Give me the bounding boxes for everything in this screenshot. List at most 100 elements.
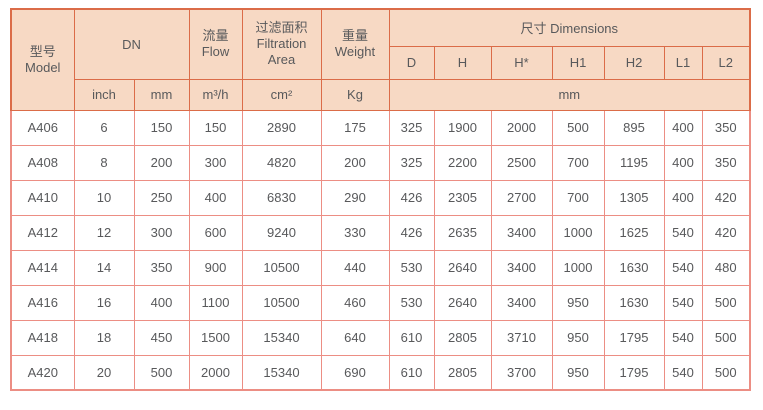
cell-l1: 540 — [663, 319, 703, 356]
cell-model: A420 — [10, 354, 75, 391]
header-dim-h1: H1 — [551, 45, 605, 80]
cell-model: A406 — [10, 109, 75, 146]
cell-flow: 1100 — [188, 284, 243, 321]
cell-filtration-area: 9240 — [241, 214, 322, 251]
unit-inch: inch — [73, 78, 135, 111]
cell-l2: 500 — [701, 319, 752, 356]
header-dn: DN — [73, 8, 190, 80]
cell-d: 325 — [388, 144, 435, 181]
cell-l1: 540 — [663, 214, 703, 251]
cell-h2: 1625 — [603, 214, 665, 251]
cell-l2: 350 — [701, 109, 752, 146]
cell-h: 2640 — [433, 284, 492, 321]
unit-area: cm² — [241, 78, 322, 111]
cell-l2: 350 — [701, 144, 752, 181]
header-row-1: 型号 Model DN 流量 Flow 过滤面积 Filtration Area… — [10, 8, 752, 111]
cell-h: 2805 — [433, 319, 492, 356]
cell-h1: 950 — [551, 354, 605, 391]
cell-dn-inch: 20 — [73, 354, 135, 391]
cell-h2: 1195 — [603, 144, 665, 181]
cell-weight: 460 — [320, 284, 390, 321]
header-dim-l2: L2 — [701, 45, 752, 80]
cell-filtration-area: 2890 — [241, 109, 322, 146]
table-row: A412 12 300 600 9240 330 426 2635 3400 1000 1625 54… — [10, 214, 752, 251]
header-weight-zh: 重量 — [341, 28, 368, 44]
cell-dn-inch: 8 — [73, 144, 135, 181]
spec-sheet-page: 型号 Model DN 流量 Flow 过滤面积 Filtration Area… — [10, 8, 752, 391]
cell-h1: 500 — [551, 109, 605, 146]
unit-flow: m³/h — [188, 78, 243, 111]
unit-mm: mm — [133, 78, 190, 111]
cell-h1: 700 — [551, 179, 605, 216]
header-row-2: D H H* H1 H2 L1 L2 — [11, 45, 752, 80]
cell-weight: 175 — [320, 109, 390, 146]
cell-h2: 1795 — [603, 319, 665, 356]
filter-spec-table: 型号 Model DN 流量 Flow 过滤面积 Filtration Area… — [10, 8, 752, 391]
cell-h2: 1305 — [603, 179, 665, 216]
cell-h-star: 2700 — [490, 179, 553, 216]
header-filtration-area: 过滤面积 Filtration Area — [241, 8, 322, 80]
header-flow-en: Flow — [201, 44, 230, 60]
cell-l2: 420 — [701, 179, 752, 216]
cell-l1: 400 — [663, 144, 703, 181]
cell-h-star: 2500 — [490, 144, 553, 181]
header-model-en: Model — [25, 59, 61, 75]
header-dim-l1: L1 — [663, 45, 703, 80]
cell-h: 2635 — [433, 214, 492, 251]
cell-dn-mm: 500 — [133, 354, 190, 391]
cell-d: 426 — [388, 214, 435, 251]
cell-h-star: 3400 — [490, 214, 553, 251]
cell-l1: 400 — [663, 109, 703, 146]
cell-flow: 2000 — [188, 354, 243, 391]
cell-weight: 200 — [320, 144, 390, 181]
cell-filtration-area: 6830 — [241, 179, 322, 216]
cell-model: A418 — [10, 319, 75, 356]
cell-dn-mm: 350 — [133, 249, 190, 286]
cell-d: 426 — [388, 179, 435, 216]
cell-dn-mm: 200 — [133, 144, 190, 181]
cell-dn-mm: 150 — [133, 109, 190, 146]
cell-flow: 150 — [188, 109, 243, 146]
cell-dn-inch: 6 — [73, 109, 135, 146]
cell-weight: 690 — [320, 354, 390, 391]
cell-h-star: 3710 — [490, 319, 553, 356]
header-row-units: inch mm m³/h cm² Kg mm — [11, 78, 752, 111]
cell-l1: 540 — [663, 249, 703, 286]
cell-weight: 330 — [320, 214, 390, 251]
cell-flow: 300 — [188, 144, 243, 181]
cell-l1: 400 — [663, 179, 703, 216]
cell-dn-mm: 300 — [133, 214, 190, 251]
cell-model: A410 — [10, 179, 75, 216]
cell-l1: 540 — [663, 354, 703, 391]
cell-dn-inch: 10 — [73, 179, 135, 216]
table-row: A408 8 200 300 4820 200 325 2200 2500 700 1195 400 3… — [10, 144, 752, 181]
cell-h2: 1630 — [603, 284, 665, 321]
header-filtration-en2: Area — [267, 52, 296, 68]
cell-h: 2200 — [433, 144, 492, 181]
header-dim-h: H — [433, 45, 492, 80]
header-weight-en: Weight — [334, 44, 376, 60]
table-header: 型号 Model DN 流量 Flow 过滤面积 Filtration Area… — [10, 8, 752, 111]
table-row: A414 14 350 900 10500 440 530 2640 3400 1000 1630 5… — [10, 249, 752, 286]
cell-dn-inch: 18 — [73, 319, 135, 356]
header-dim-h-star: H* — [490, 45, 553, 80]
cell-flow: 600 — [188, 214, 243, 251]
cell-filtration-area: 15340 — [241, 354, 322, 391]
header-dim-d: D — [388, 45, 435, 80]
cell-d: 530 — [388, 284, 435, 321]
cell-model: A414 — [10, 249, 75, 286]
cell-h: 2805 — [433, 354, 492, 391]
cell-l2: 500 — [701, 354, 752, 391]
cell-h-star: 3400 — [490, 284, 553, 321]
cell-filtration-area: 10500 — [241, 249, 322, 286]
cell-weight: 290 — [320, 179, 390, 216]
cell-weight: 640 — [320, 319, 390, 356]
cell-h1: 1000 — [551, 249, 605, 286]
cell-h: 2640 — [433, 249, 492, 286]
cell-dn-inch: 16 — [73, 284, 135, 321]
header-filtration-en1: Filtration — [256, 36, 307, 52]
cell-flow: 400 — [188, 179, 243, 216]
cell-h1: 700 — [551, 144, 605, 181]
cell-filtration-area: 15340 — [241, 319, 322, 356]
header-filtration-zh: 过滤面积 — [255, 20, 308, 36]
